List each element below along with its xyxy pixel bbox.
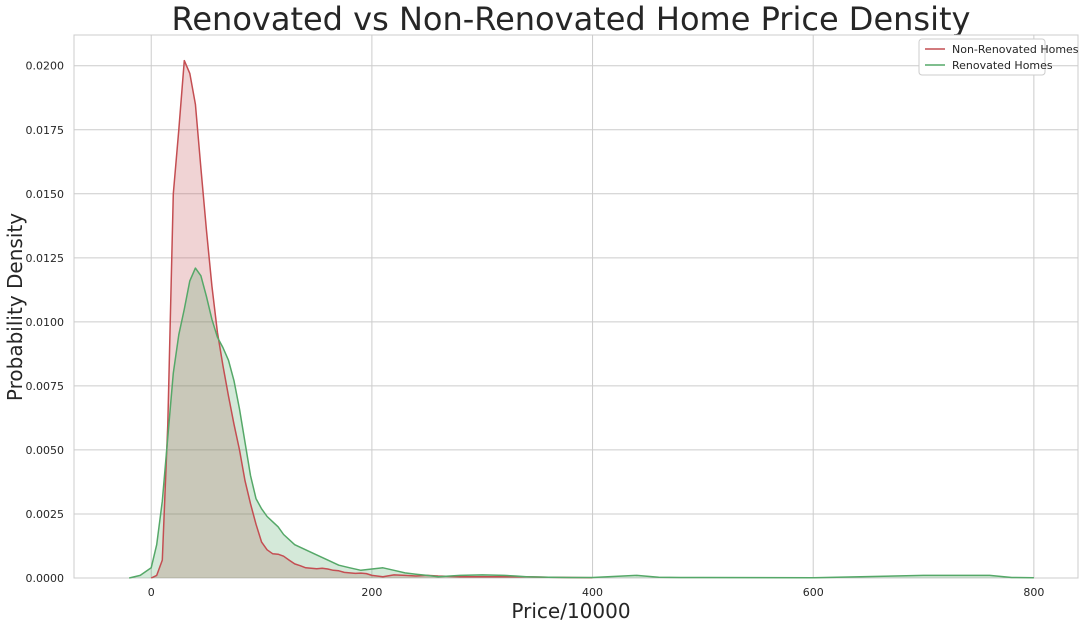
x-tick-label: 600 (803, 586, 824, 599)
y-ticks: 0.0000 0.0025 0.0050 0.0075 0.0100 0.0125 0.01… (26, 60, 65, 585)
y-tick-label: 0.0150 (26, 188, 65, 201)
legend-label-non-renovated: Non-Renovated Homes (952, 43, 1079, 56)
plot-frame (73, 34, 1079, 579)
plot-area: 0 200 400 600 800 0.00000.00250.00500.00750.… (26, 34, 1079, 599)
y-tick-label: 0.0200 (26, 60, 65, 73)
y-axis-label: Probability Density (3, 213, 27, 401)
y-tick-label: 0.0050 (26, 444, 65, 457)
y-tick-label: 0.0025 (26, 508, 65, 521)
grid (74, 35, 1078, 579)
y-tick-label: 0.0100 (26, 316, 65, 329)
series-layer (129, 59, 1034, 579)
legend: Non-Renovated Homes Renovated Homes (918, 38, 1079, 76)
y-tick-label: 0.0175 (26, 124, 65, 137)
x-tick-label: 400 (582, 586, 603, 599)
legend-label-renovated: Renovated Homes (952, 59, 1053, 72)
chart-title: Renovated vs Non-Renovated Home Price De… (172, 0, 971, 38)
x-axis-label: Price/10000 (511, 599, 630, 623)
x-ticks: 0 200 400 600 800 (148, 586, 1045, 599)
density-area-non-renovated (151, 60, 593, 579)
density-line-renovated (129, 267, 1034, 579)
density-line-non-renovated (150, 59, 593, 579)
x-tick-label: 0 (148, 586, 155, 599)
x-tick-label: 800 (1023, 586, 1044, 599)
x-tick-label: 200 (361, 586, 382, 599)
y-tick-label: 0.0000 (26, 572, 65, 585)
legend-box (918, 38, 1046, 76)
density-area-renovated (129, 268, 1034, 578)
y-tick-label: 0.0125 (26, 252, 65, 265)
y-tick-label: 0.0075 (26, 380, 65, 393)
